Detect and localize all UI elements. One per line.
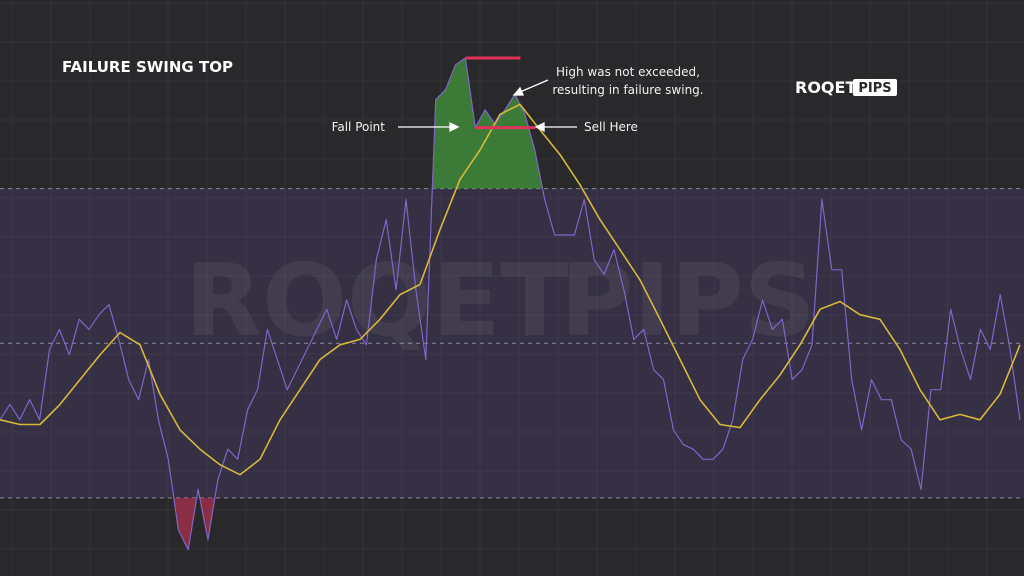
band — [0, 188, 1024, 499]
lines — [0, 57, 1021, 551]
annotation: Fall Point — [332, 120, 386, 134]
oversold-fill — [173, 497, 215, 550]
fills — [173, 58, 543, 550]
logo-box — [853, 79, 897, 96]
watermark-text: ROQET — [185, 242, 569, 359]
logo-text: ROQET — [795, 78, 856, 97]
series-line — [0, 103, 1021, 476]
logo: ROQET PIPS — [795, 78, 897, 97]
logo-text: PIPS — [858, 81, 891, 96]
arrow-head — [534, 121, 545, 133]
watermark-text: PIPS — [560, 242, 816, 359]
annotation: High was not exceeded, — [556, 65, 700, 79]
annotation: resulting in failure swing. — [552, 83, 703, 97]
arrow-head — [449, 121, 460, 133]
annotation: Sell Here — [584, 120, 638, 134]
overbought-fill — [432, 58, 543, 189]
arrow — [519, 79, 549, 93]
watermark: ROQET PIPS — [185, 242, 816, 359]
arrow-head — [512, 86, 524, 96]
chart-title: FAILURE SWING TOP — [62, 58, 233, 76]
arrows — [398, 79, 577, 133]
markers — [465, 56, 536, 130]
series-line — [0, 57, 1021, 551]
